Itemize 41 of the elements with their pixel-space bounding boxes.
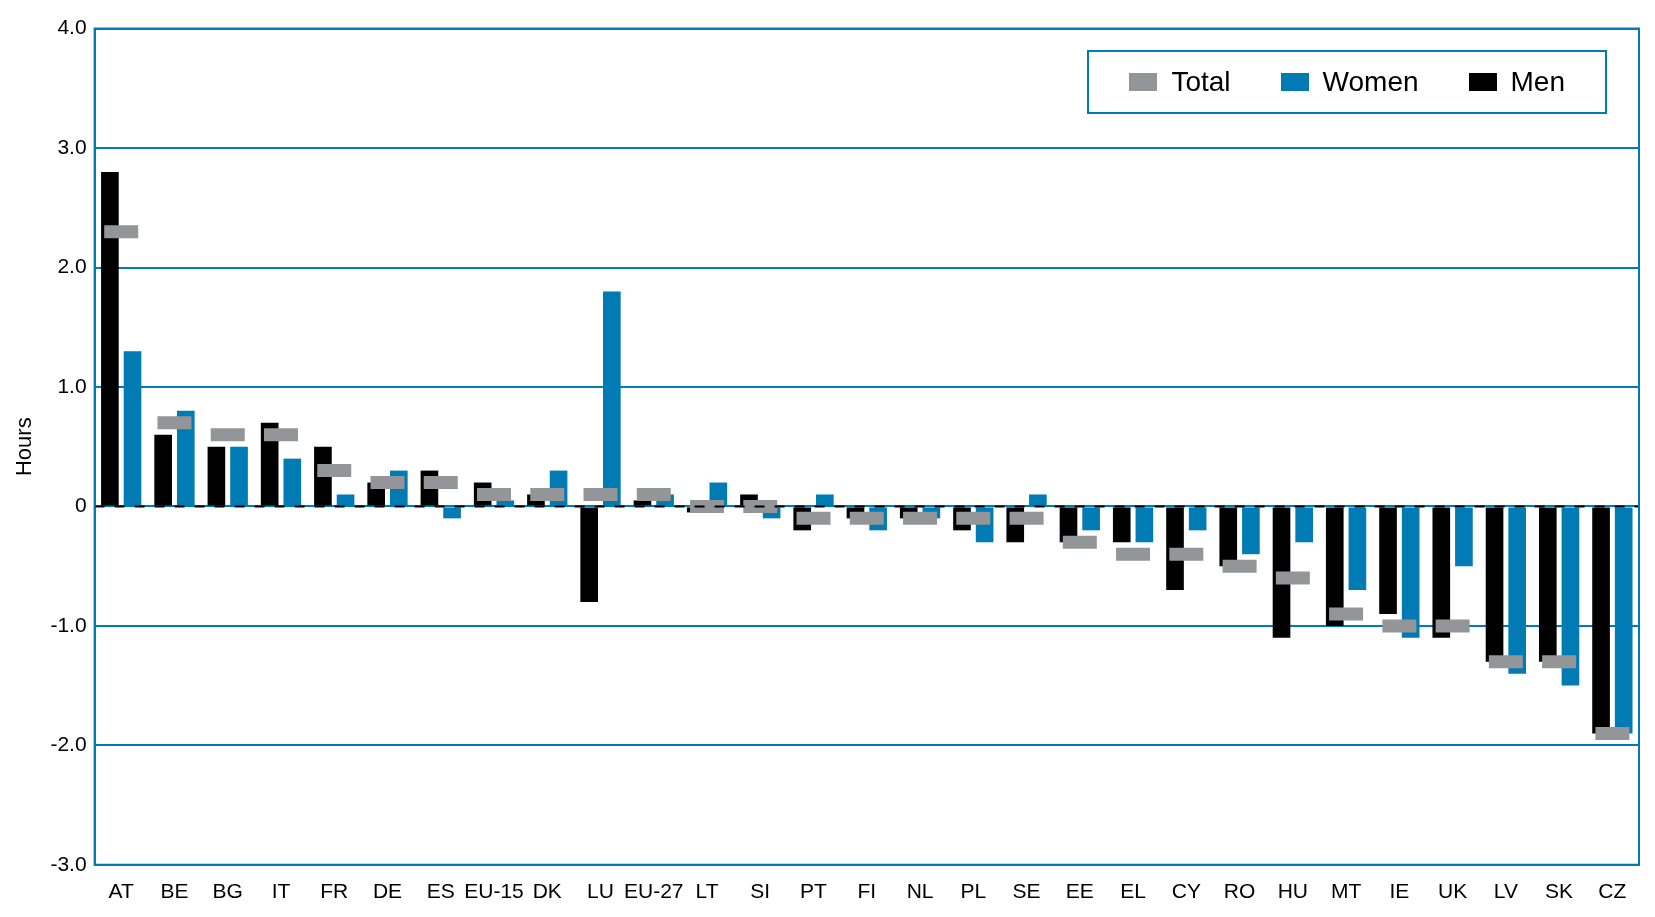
x-tick-label: LU bbox=[587, 879, 614, 903]
x-tick-label: EU-15 bbox=[464, 879, 524, 903]
y-tick-label: -3.0 bbox=[50, 851, 87, 875]
legend-label: Women bbox=[1322, 66, 1419, 98]
x-tick-label: CZ bbox=[1598, 879, 1627, 903]
x-tick-label: FI bbox=[857, 879, 877, 903]
x-tick-label: NL bbox=[906, 879, 934, 903]
x-tick-label: UK bbox=[1438, 879, 1468, 903]
x-tick-label: HU bbox=[1277, 879, 1309, 903]
y-tick-label: 1.0 bbox=[57, 373, 87, 397]
x-tick-label: RO bbox=[1223, 879, 1256, 903]
legend-label: Men bbox=[1510, 66, 1565, 98]
x-tick-label: EE bbox=[1065, 879, 1094, 903]
y-tick-label: 2.0 bbox=[57, 254, 87, 278]
y-tick-label: -1.0 bbox=[50, 612, 87, 636]
y-tick-label: 4.0 bbox=[57, 15, 87, 39]
x-tick-label: IT bbox=[271, 879, 291, 903]
x-tick-label: SK bbox=[1545, 879, 1574, 903]
x-tick-label: LV bbox=[1493, 879, 1518, 903]
x-tick-label: SE bbox=[1012, 879, 1041, 903]
x-tick-label: CY bbox=[1171, 879, 1201, 903]
x-tick-label: PT bbox=[800, 879, 828, 903]
legend-label: Total bbox=[1171, 66, 1231, 98]
x-tick-label: FR bbox=[320, 879, 349, 903]
x-tick-label: DE bbox=[372, 879, 403, 903]
y-axis-title: Hours bbox=[11, 417, 37, 477]
x-tick-label: PL bbox=[960, 879, 987, 903]
x-tick-label: IE bbox=[1389, 879, 1410, 903]
x-tick-label: EU-27 bbox=[624, 879, 684, 903]
x-tick-label: MT bbox=[1330, 879, 1362, 903]
x-tick-label: LT bbox=[695, 879, 719, 903]
x-tick-label: BE bbox=[160, 879, 189, 903]
x-tick-label: SI bbox=[750, 879, 771, 903]
x-tick-label: ES bbox=[426, 879, 455, 903]
x-tick-label: BG bbox=[212, 879, 243, 903]
x-tick-label: AT bbox=[108, 879, 135, 903]
y-tick-label: -2.0 bbox=[50, 732, 87, 756]
x-tick-label: DK bbox=[532, 879, 562, 903]
y-tick-label: 0 bbox=[74, 493, 87, 517]
x-tick-label: EL bbox=[1120, 879, 1146, 903]
y-tick-label: 3.0 bbox=[57, 134, 87, 158]
